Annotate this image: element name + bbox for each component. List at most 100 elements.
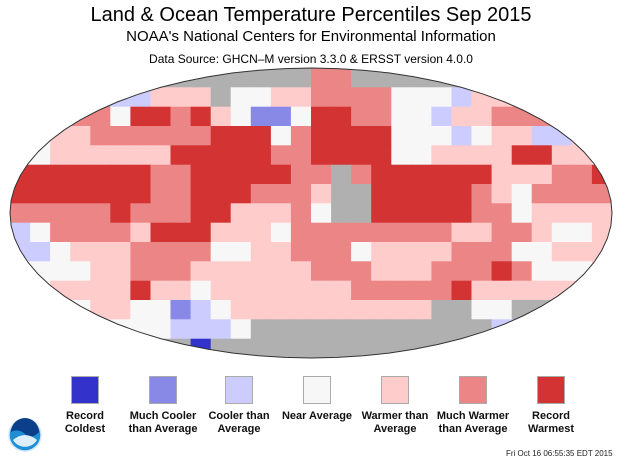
map-cell (451, 222, 473, 243)
map-cell (130, 319, 152, 340)
map-cell (70, 164, 91, 185)
map-cell (50, 261, 71, 282)
map-cell (10, 338, 31, 358)
map-cell (571, 68, 593, 88)
map-cell (210, 280, 232, 301)
map-cell (170, 300, 192, 320)
map-cell (451, 319, 473, 340)
map-cell (391, 280, 412, 301)
map-cell (471, 242, 493, 262)
map-cell (591, 242, 612, 262)
map-cell (571, 261, 593, 282)
map-cell (230, 106, 252, 127)
map-cell (230, 222, 252, 243)
map-cell (351, 106, 372, 127)
map-outline (9, 67, 613, 359)
map-cell (531, 164, 553, 185)
map-cell (90, 126, 111, 146)
map-cell (511, 203, 533, 224)
map-cell (391, 87, 412, 108)
map-cell (130, 261, 152, 282)
map-cell (391, 222, 412, 243)
map-cell (190, 300, 212, 320)
map-cell (110, 68, 131, 88)
map-cell (210, 261, 232, 282)
map-cell (491, 184, 513, 204)
map-cell (10, 106, 31, 127)
map-cell (290, 145, 312, 166)
map-cell (411, 319, 432, 340)
map-cell (50, 126, 71, 146)
map-cell (391, 319, 412, 340)
map-cell (471, 280, 493, 301)
map-cell (270, 319, 292, 340)
map-cell (451, 164, 473, 185)
legend-swatch (381, 376, 409, 404)
map-cell (250, 184, 272, 204)
map-cell (371, 338, 392, 358)
map-cell (551, 164, 573, 185)
map-cell (130, 280, 152, 301)
map-cell (130, 203, 152, 224)
map-cell (110, 184, 131, 204)
map-cell (471, 106, 493, 127)
map-cell (491, 280, 513, 301)
map-cell (331, 68, 352, 88)
map-cell (511, 338, 533, 358)
map-cell (311, 106, 332, 127)
map-cell (511, 184, 533, 204)
map-cell (270, 300, 292, 320)
map-cell (331, 300, 352, 320)
map-cell (571, 203, 593, 224)
map-cell (571, 300, 593, 320)
map-cell (50, 300, 71, 320)
map-cell (170, 126, 192, 146)
map-cell (150, 222, 172, 243)
map-cell (150, 203, 172, 224)
map-cell (30, 300, 51, 320)
map-cell (471, 87, 493, 108)
map-cell (331, 261, 352, 282)
map-cell (10, 145, 31, 166)
map-cell (531, 184, 553, 204)
map-cell (391, 164, 412, 185)
map-cell (10, 319, 31, 340)
map-cell (290, 338, 312, 358)
map-cell (431, 164, 453, 185)
map-cell (150, 319, 172, 340)
map-cell (10, 222, 31, 243)
map-cell (351, 87, 372, 108)
map-cell (571, 338, 593, 358)
map-cell (371, 126, 392, 146)
legend-item-warmer: Warmer than Average (355, 376, 435, 436)
map-cell (170, 164, 192, 185)
map-cell (90, 242, 111, 262)
map-cell (331, 145, 352, 166)
map-cell (190, 222, 212, 243)
map-cell (391, 300, 412, 320)
map-cell (491, 242, 513, 262)
map-cell (190, 261, 212, 282)
map-cell (130, 87, 152, 108)
map-cell (511, 68, 533, 88)
map-cell (250, 280, 272, 301)
map-cell (571, 145, 593, 166)
map-cell (50, 184, 71, 204)
map-cell (90, 164, 111, 185)
legend-swatch (71, 376, 99, 404)
map-cell (571, 319, 593, 340)
map-cell (551, 203, 573, 224)
map-cell (110, 126, 131, 146)
map-cell (311, 319, 332, 340)
map-cell (90, 87, 111, 108)
legend-swatch (303, 376, 331, 404)
map-cell (10, 87, 31, 108)
map-cell (591, 106, 612, 127)
map-cell (331, 126, 352, 146)
map-cell (551, 222, 573, 243)
map-cell (551, 68, 573, 88)
map-cell (250, 145, 272, 166)
map-cell (50, 319, 71, 340)
map-cell (391, 184, 412, 204)
map-cell (431, 87, 453, 108)
